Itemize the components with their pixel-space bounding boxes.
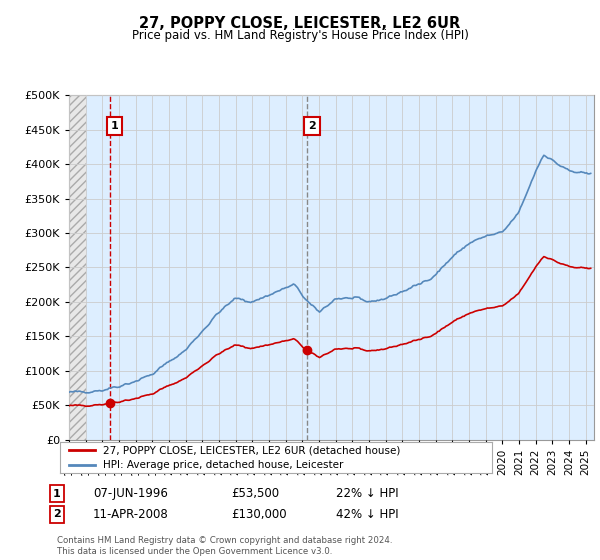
Text: 27, POPPY CLOSE, LEICESTER, LE2 6UR: 27, POPPY CLOSE, LEICESTER, LE2 6UR — [139, 16, 461, 31]
Text: 42% ↓ HPI: 42% ↓ HPI — [336, 507, 398, 521]
Text: HPI: Average price, detached house, Leicester: HPI: Average price, detached house, Leic… — [103, 460, 344, 470]
Text: £53,500: £53,500 — [231, 487, 279, 501]
Text: 11-APR-2008: 11-APR-2008 — [93, 507, 169, 521]
Text: Contains HM Land Registry data © Crown copyright and database right 2024.
This d: Contains HM Land Registry data © Crown c… — [57, 536, 392, 556]
Bar — [69, 95, 86, 440]
Text: £130,000: £130,000 — [231, 507, 287, 521]
Text: 27, POPPY CLOSE, LEICESTER, LE2 6UR (detached house): 27, POPPY CLOSE, LEICESTER, LE2 6UR (det… — [103, 445, 401, 455]
Text: 07-JUN-1996: 07-JUN-1996 — [93, 487, 168, 501]
Text: Price paid vs. HM Land Registry's House Price Index (HPI): Price paid vs. HM Land Registry's House … — [131, 29, 469, 42]
Text: 1: 1 — [111, 121, 119, 131]
Text: 2: 2 — [53, 509, 61, 519]
Text: 22% ↓ HPI: 22% ↓ HPI — [336, 487, 398, 501]
Text: 1: 1 — [53, 489, 61, 499]
Text: 2: 2 — [308, 121, 316, 131]
